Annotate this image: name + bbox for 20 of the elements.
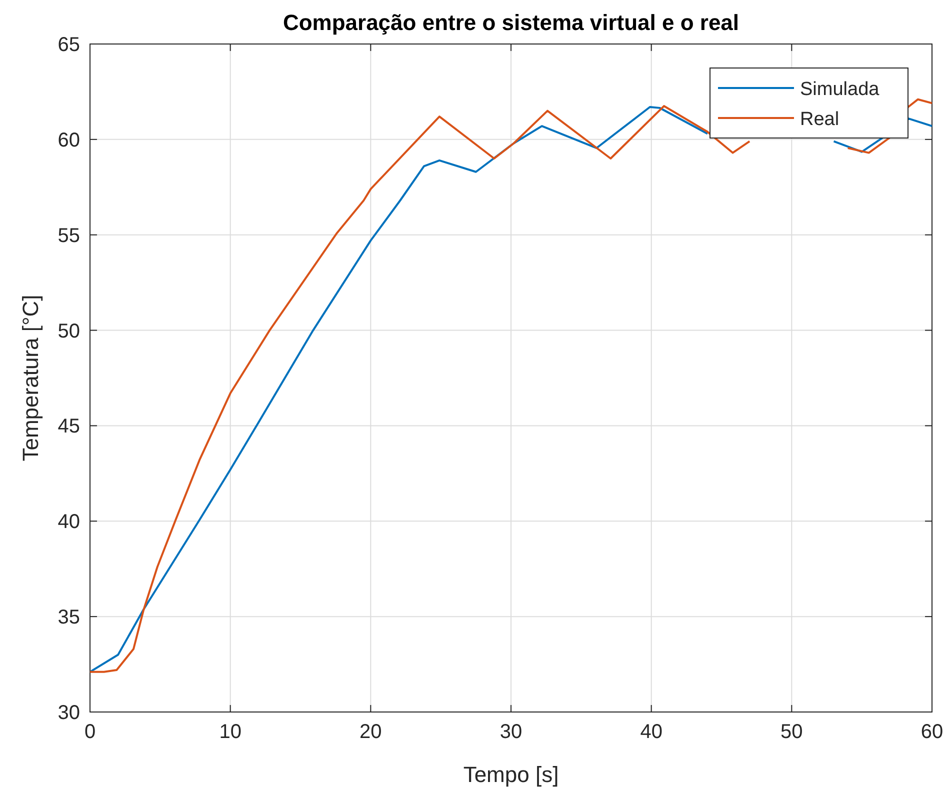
x-tick-label: 30 [500, 721, 522, 743]
y-axis-title: Temperatura [°C] [18, 294, 43, 462]
y-tick-label: 40 [58, 511, 80, 534]
x-tick-label: 40 [640, 721, 662, 743]
y-tick-label: 50 [58, 320, 80, 342]
y-tick-label: 45 [58, 416, 80, 438]
y-tick-label: 65 [58, 34, 80, 56]
x-tick-label: 0 [84, 721, 96, 743]
x-tick-label: 20 [360, 721, 382, 743]
legend-label: Simulada [800, 79, 880, 100]
x-tick-label: 50 [780, 721, 803, 743]
x-axis-title: Tempo [s] [463, 762, 559, 787]
chart-title: Comparação entre o sistema virtual e o real [282, 10, 740, 35]
legend-label: Real [800, 109, 840, 130]
y-tick-label: 30 [58, 702, 80, 724]
y-tick-label: 55 [58, 224, 80, 247]
x-tick-label: 10 [219, 721, 242, 743]
y-tick-label: 35 [58, 606, 80, 629]
y-tick-label: 60 [58, 129, 80, 152]
x-tick-label: 60 [920, 721, 944, 743]
